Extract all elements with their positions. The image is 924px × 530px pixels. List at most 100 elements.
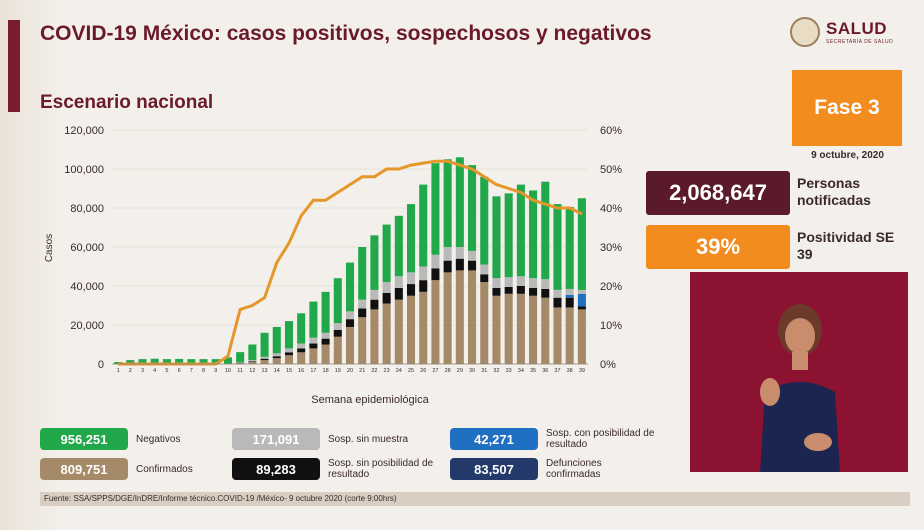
bar-segment [211,359,220,364]
bar-segment [541,288,550,298]
bar-segment [272,358,281,364]
bar-segment [138,359,147,364]
bar-segment [321,338,330,345]
bar-segment [248,362,257,364]
legend-value: 42,271 [450,428,538,450]
bar-segment [480,282,489,364]
phase-date: 9 octubre, 2020 [811,150,884,161]
bar-segment [565,288,574,295]
logo-name: SALUD [826,19,888,38]
bar-segment [248,344,257,361]
x-tick-label: 33 [506,368,512,374]
x-tick-label: 14 [274,368,280,374]
bar-segment [577,289,586,294]
x-tick-label: 18 [323,368,329,374]
source-note: Fuente: SSA/SPPS/DGE/InDRE/Informe técni… [40,492,910,506]
x-tick-label: 25 [408,368,414,374]
bar-segment [443,272,452,364]
positivity-point [288,242,290,244]
x-tick-label: 37 [554,368,560,374]
bar-segment [406,204,416,273]
x-tick-label: 32 [493,368,499,374]
bar-segment [309,343,318,349]
bar-segment [565,307,574,364]
positivity-point [275,261,278,264]
y-tick-label: 0 [98,359,104,371]
bar-segment [382,224,391,283]
positivity-point [251,304,254,307]
positivity-point [336,191,339,194]
bar-segment [370,235,379,290]
x-tick-label: 20 [347,368,353,374]
bar-segment [565,297,574,308]
bar-segment [553,297,562,308]
bar-segment [468,250,477,261]
positivity-point [532,199,534,201]
bar-segment [260,358,269,361]
bar-segment [297,348,306,353]
x-tick-label: 5 [165,368,168,374]
bar-segment [577,293,586,307]
bar-segment [236,352,245,363]
bar-segment [541,297,550,364]
positivity-point [263,296,266,299]
bar-segment [480,274,489,283]
page-title: COVID-19 México: casos positivos, sospec… [40,22,652,45]
bar-segment [516,293,525,364]
notified-label: Personas notificadas [797,175,871,208]
bar-segment [468,270,477,364]
bar-segment [529,295,538,364]
accent-bar [8,20,20,112]
bar-segment [370,309,379,364]
bar-segment [272,326,281,354]
bar-segment [431,163,440,255]
bar-segment [284,352,294,356]
bar-segment [492,196,501,279]
x-tick-label: 11 [237,368,243,374]
y-tick-label: 100,000 [64,164,104,176]
bar-segment [455,247,464,259]
positivity-point [422,162,425,164]
positivity-point [361,176,364,178]
legend-label: Confirmados [136,463,193,475]
bar-segment [577,306,586,310]
legend-item: 809,751 Confirmados [40,458,246,480]
legend-item: 956,251 Negativos [40,428,246,450]
positivity-point [471,168,473,170]
y2-tick-label: 10% [600,320,622,332]
legend-value: 83,507 [450,458,538,480]
x-tick-label: 31 [481,368,487,374]
bar-segment [394,276,403,288]
positivity-point [556,207,559,209]
bar-segment [358,247,367,300]
bar-segment [345,319,355,327]
x-tick-label: 23 [384,368,390,374]
bar-segment [394,287,403,300]
bar-segment [541,181,550,280]
bar-segment [272,353,281,357]
bar-segment [529,190,538,279]
x-tick-label: 4 [153,368,156,374]
x-tick-label: 17 [310,368,316,374]
x-tick-label: 27 [432,368,438,374]
x-tick-label: 30 [469,368,475,374]
y-tick-label: 120,000 [64,125,104,137]
bar-segment [553,289,562,298]
bar-segment [553,204,562,290]
bar-segment [565,207,574,289]
x-tick-label: 35 [530,368,536,374]
bar-segment [382,303,391,364]
positivity-point [227,355,229,357]
legend-item: 83,507 Defunciones confirmadas [450,458,656,480]
positivity-point [544,203,547,205]
bar-segment [284,321,294,349]
salud-logo: SALUD SECRETARÍA DE SALUD [790,12,910,52]
bar-segment [321,291,330,333]
bar-segment [175,358,184,364]
bar-segment [187,359,196,364]
bar-segment [333,278,342,324]
legend-label: Sosp. sin posibilidad de resultado [328,458,434,480]
positivity-point [312,199,315,201]
x-tick-label: 19 [335,368,341,374]
positivity-point [568,207,571,209]
